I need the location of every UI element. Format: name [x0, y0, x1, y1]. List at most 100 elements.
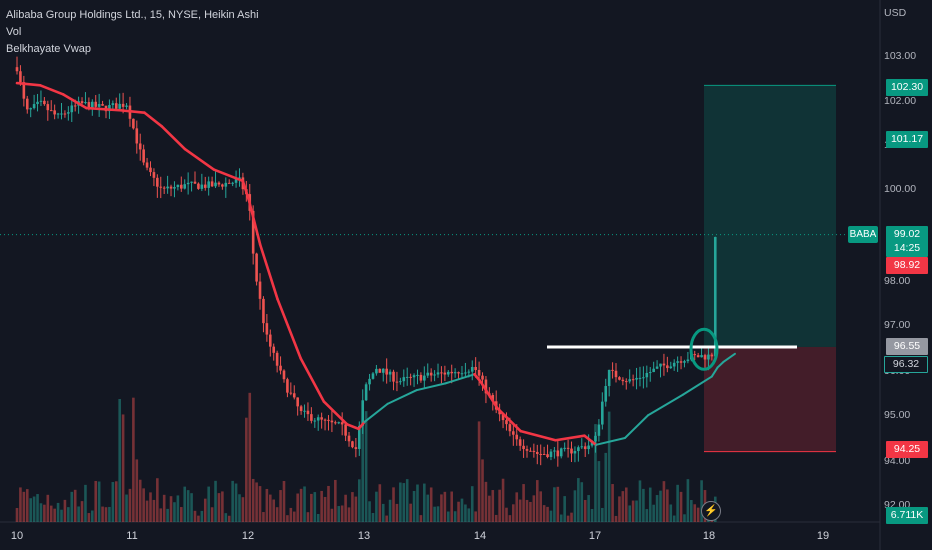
x-tick: 18 — [702, 530, 716, 542]
candle-body — [583, 446, 587, 450]
candle-body — [563, 447, 566, 449]
volume-bar — [84, 484, 87, 522]
volume-bar — [193, 510, 197, 522]
candle-body — [457, 372, 460, 374]
volume-bar — [477, 421, 481, 522]
candle-body — [197, 183, 200, 189]
candle-body — [566, 447, 570, 449]
candle-body — [29, 108, 32, 110]
candle-body — [347, 435, 351, 442]
candle-body — [282, 370, 286, 380]
candle-body — [80, 101, 84, 104]
volume-bar — [183, 486, 187, 522]
candle-body — [464, 372, 467, 374]
vwap-segment — [647, 393, 684, 417]
candle-body — [559, 448, 563, 457]
candle-body — [611, 369, 614, 371]
x-tick: 13 — [357, 530, 371, 542]
candle-body — [710, 354, 714, 357]
candle-body — [111, 103, 115, 106]
candle-body — [94, 101, 98, 107]
candle-body — [166, 186, 169, 189]
candle-body — [378, 368, 382, 373]
candle-body — [597, 424, 601, 436]
candle-body — [460, 373, 464, 375]
candle-body — [36, 101, 39, 105]
vwap-segment — [15, 81, 42, 87]
volume-bar — [80, 501, 84, 522]
candle-body — [149, 167, 152, 173]
target-price-label: 102.30 — [886, 79, 928, 96]
volume-bar — [296, 493, 299, 522]
candle-body — [624, 381, 628, 383]
candle-body — [135, 128, 139, 144]
lightning-icon[interactable]: ⚡ — [701, 501, 721, 521]
volume-bar — [467, 508, 471, 522]
candle-body — [491, 394, 495, 402]
last-price-value: 99.02 — [893, 228, 921, 240]
vwap-segment — [183, 147, 216, 171]
vwap-segment — [554, 434, 586, 442]
volume-bar — [108, 506, 111, 522]
volume-bar — [299, 488, 303, 522]
symbol-title: Alibaba Group Holdings Ltd., 15, NYSE, H… — [6, 9, 259, 21]
candle-body — [316, 417, 320, 421]
volume-bar — [669, 504, 673, 522]
volume-bar — [46, 494, 50, 522]
volume-bar — [590, 508, 594, 522]
vwap-segment — [722, 352, 736, 363]
candle-body — [580, 446, 584, 448]
vwap-segment — [473, 372, 482, 383]
volume-bar — [494, 514, 498, 522]
volume-bar — [313, 492, 317, 522]
candle-body — [162, 187, 166, 189]
volume-bar — [145, 500, 149, 522]
candle-body — [310, 414, 313, 421]
candle-body — [84, 102, 87, 104]
vwap-segment — [681, 375, 713, 396]
candle-body — [474, 366, 477, 370]
volume-bar — [186, 490, 190, 522]
candle-body — [125, 105, 128, 107]
candle-body — [539, 453, 543, 455]
candle-body — [542, 454, 546, 456]
candle-body — [183, 184, 187, 189]
volume-bar — [618, 496, 621, 522]
volume-bar — [505, 507, 508, 522]
candle-body — [700, 355, 703, 358]
vwap-segment — [276, 297, 303, 360]
candle-body — [529, 450, 532, 452]
candle-body — [56, 113, 60, 115]
candle-body — [351, 441, 354, 448]
candle-body — [601, 401, 604, 425]
volume-bar — [604, 452, 608, 522]
candle-body — [354, 447, 358, 449]
volume-bar — [248, 392, 252, 522]
volume-bar — [409, 503, 412, 522]
candle-body — [429, 372, 433, 376]
volume-bar — [351, 492, 354, 522]
support-price-label: 96.32 — [884, 356, 928, 373]
volume-bar — [628, 505, 632, 522]
volume-bar — [282, 481, 286, 522]
volume-bar — [388, 499, 392, 522]
volume-bar — [142, 488, 145, 522]
candle-body — [132, 118, 135, 129]
volume-bar — [426, 494, 430, 522]
volume-bar — [60, 509, 63, 522]
volume-bar — [368, 501, 371, 522]
volume-bar — [221, 491, 224, 522]
volume-bar — [357, 479, 361, 522]
volume-bar — [94, 480, 98, 522]
candle-body — [707, 354, 710, 360]
volume-bar — [508, 515, 512, 522]
volume-bar — [423, 483, 426, 522]
volume-bar — [484, 481, 488, 522]
volume-bar — [385, 515, 388, 522]
y-tick: 97.00 — [884, 319, 911, 331]
candle-body — [553, 450, 556, 452]
candle-body — [713, 237, 717, 357]
y-tick: 94.00 — [884, 455, 911, 467]
candle-body — [22, 82, 26, 99]
